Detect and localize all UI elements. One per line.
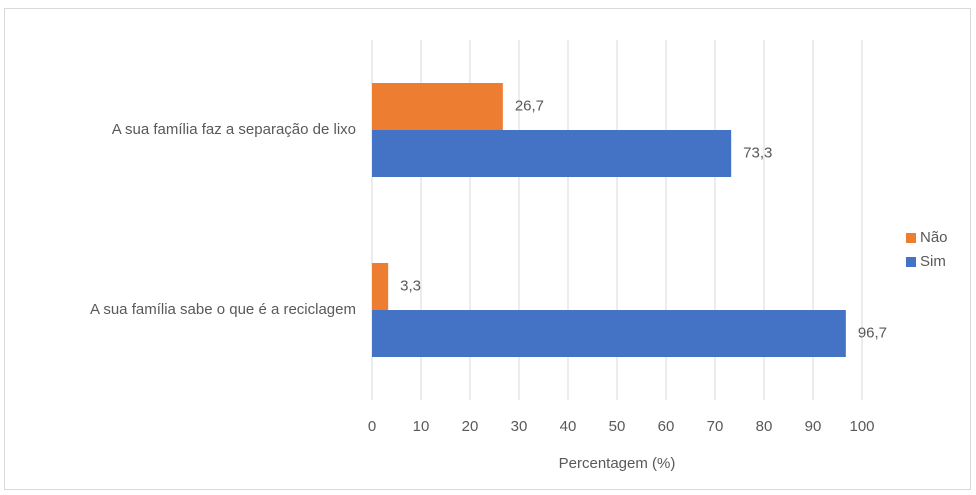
- x-tick-label: 80: [756, 418, 773, 435]
- data-label: 26,7: [515, 97, 544, 114]
- x-axis-label: Percentagem (%): [559, 455, 676, 472]
- x-tick-label: 30: [511, 418, 528, 435]
- data-label: 3,3: [400, 277, 421, 294]
- x-tick-label: 60: [658, 418, 675, 435]
- legend-swatch: [906, 233, 916, 243]
- x-tick-label: 20: [462, 418, 479, 435]
- data-label: 96,7: [858, 324, 887, 341]
- x-tick-label: 90: [805, 418, 822, 435]
- chart-border: [4, 8, 971, 490]
- bar: [372, 310, 846, 357]
- x-tick-label: 0: [368, 418, 376, 435]
- legend-swatch: [906, 257, 916, 267]
- x-tick-label: 100: [849, 418, 874, 435]
- bar: [372, 263, 389, 310]
- x-tick-label: 40: [560, 418, 577, 435]
- y-tick-label: A sua família sabe o que é a reciclagem: [90, 301, 356, 318]
- bar: [372, 83, 503, 130]
- data-label: 73,3: [743, 144, 772, 161]
- legend-label: Não: [920, 229, 948, 246]
- y-tick-label: A sua família faz a separação de lixo: [112, 121, 356, 138]
- bar: [372, 130, 732, 177]
- legend-label: Sim: [920, 253, 946, 270]
- x-tick-label: 70: [707, 418, 724, 435]
- x-tick-label: 50: [609, 418, 626, 435]
- x-tick-label: 10: [413, 418, 430, 435]
